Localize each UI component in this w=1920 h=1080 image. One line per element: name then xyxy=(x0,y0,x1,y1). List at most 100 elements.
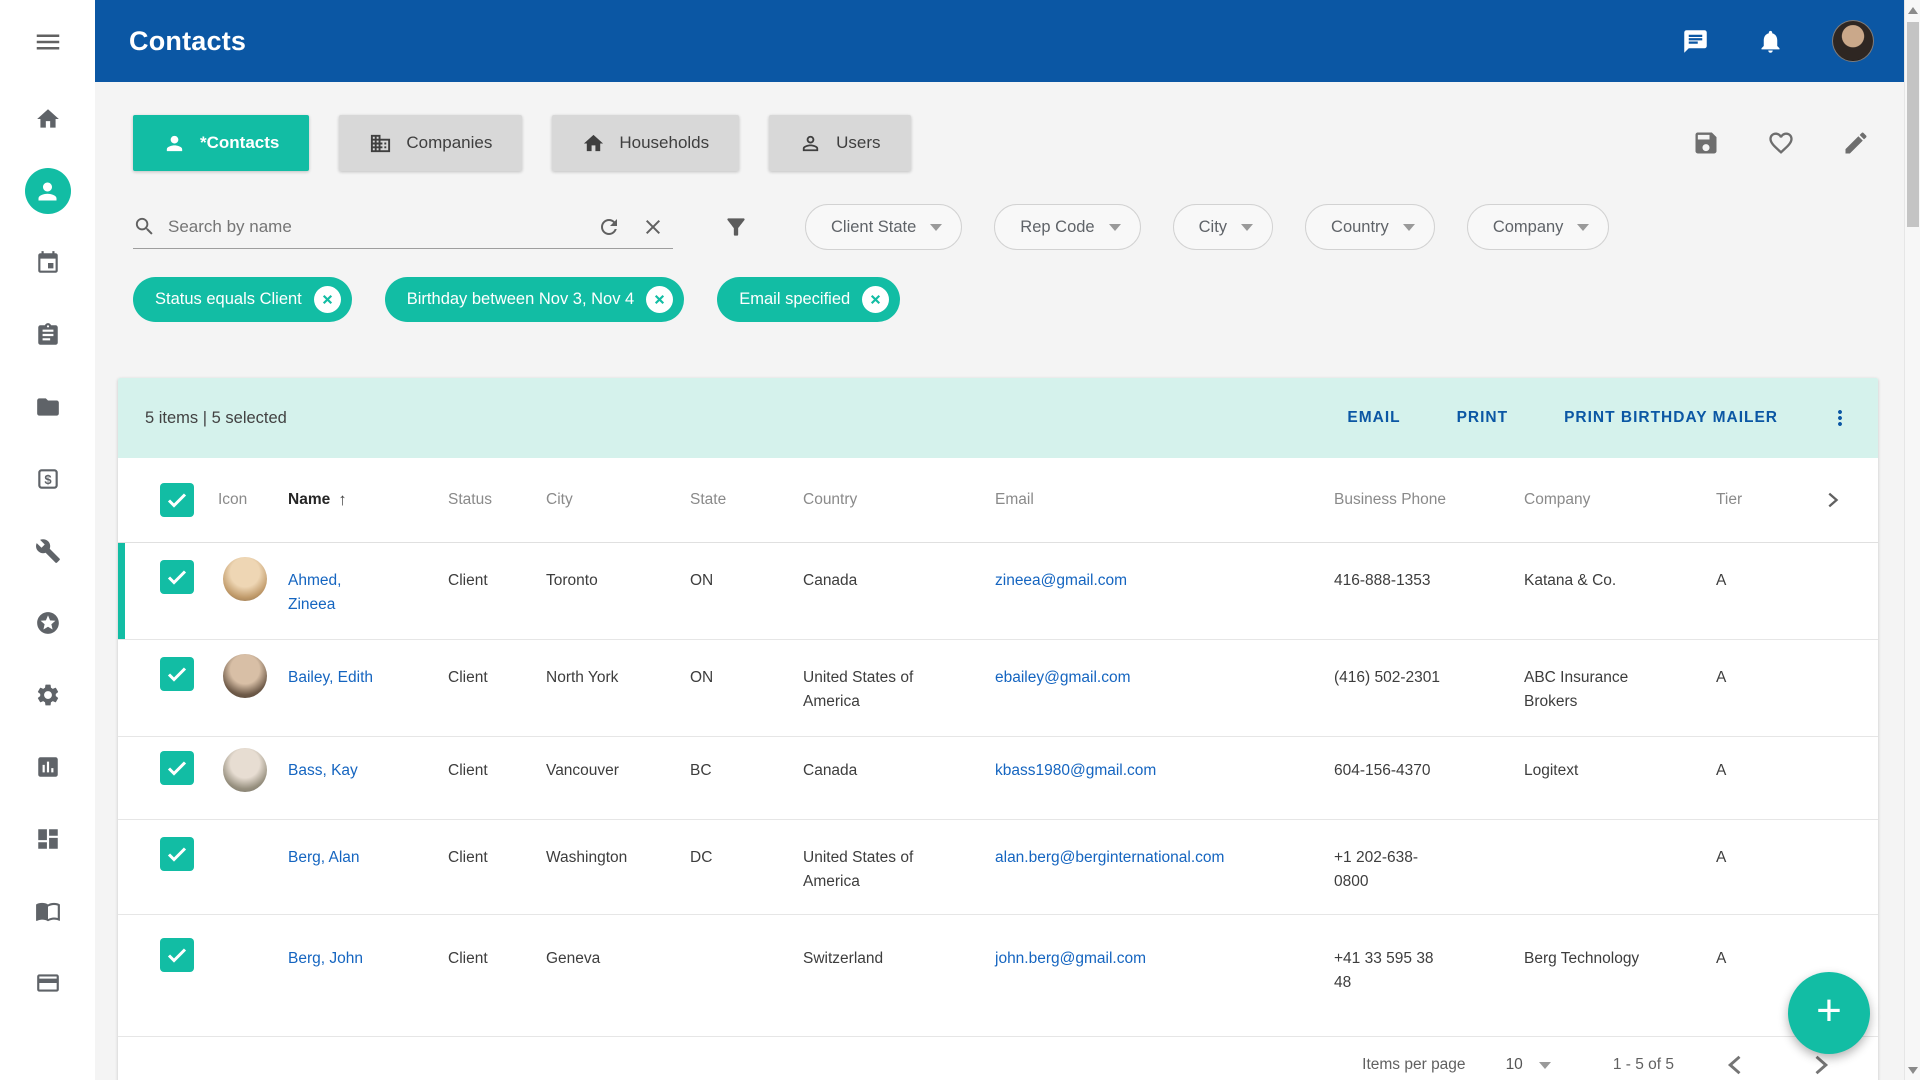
next-page-icon[interactable] xyxy=(1806,1051,1834,1079)
view-toolbar xyxy=(1692,129,1870,157)
hamburger-menu-icon[interactable] xyxy=(0,22,95,62)
card-icon[interactable] xyxy=(35,970,61,996)
dropdown-client-state[interactable]: Client State xyxy=(805,204,963,250)
dropdown-company[interactable]: Company xyxy=(1466,204,1610,250)
cell-state xyxy=(680,915,793,967)
refresh-icon[interactable] xyxy=(597,215,621,239)
column-header-city[interactable]: City xyxy=(546,491,573,508)
contact-name-link[interactable]: Bass, Kay xyxy=(288,762,358,779)
cell-status: Client xyxy=(448,762,488,779)
column-header-state[interactable]: State xyxy=(690,491,727,508)
book-icon[interactable] xyxy=(35,898,61,924)
column-header-tier[interactable]: Tier xyxy=(1716,491,1743,508)
contact-email-link[interactable]: zineea@gmail.com xyxy=(995,572,1128,589)
tab-companies-label: Companies xyxy=(406,133,493,152)
clear-search-icon[interactable] xyxy=(641,215,665,239)
dollar-icon[interactable]: $ xyxy=(35,466,61,492)
calendar-icon[interactable] xyxy=(35,250,61,276)
column-header-icon[interactable]: Icon xyxy=(218,491,248,508)
window-scrollbar[interactable] xyxy=(1904,0,1920,1080)
row-checkbox[interactable] xyxy=(160,751,194,785)
previous-page-icon[interactable] xyxy=(1722,1051,1750,1079)
print-birthday-mailer-button[interactable]: PRINT BIRTHDAY MAILER xyxy=(1564,409,1778,426)
dashboard-grid-icon[interactable] xyxy=(35,826,61,852)
bar-chart-icon[interactable] xyxy=(35,754,61,780)
row-checkbox[interactable] xyxy=(160,657,194,691)
row-checkbox[interactable] xyxy=(160,560,194,594)
cell-country: United States of America xyxy=(803,849,914,890)
contact-avatar[interactable] xyxy=(223,557,267,601)
house-icon xyxy=(584,134,604,151)
email-action-button[interactable]: EMAIL xyxy=(1347,409,1401,426)
column-header-status[interactable]: Status xyxy=(448,491,492,508)
edit-pencil-icon[interactable] xyxy=(1842,129,1870,157)
column-header-name[interactable]: Name ↑ xyxy=(288,490,347,509)
cell-status: Client xyxy=(448,950,488,967)
tab-companies[interactable]: Companies xyxy=(339,115,523,171)
save-icon[interactable] xyxy=(1692,129,1720,157)
column-header-email[interactable]: Email xyxy=(995,491,1034,508)
more-actions-kebab-icon[interactable] xyxy=(1828,406,1852,430)
table-row[interactable]: Bass, Kay Client Vancouver BC Canada kba… xyxy=(118,737,1878,820)
contact-avatar[interactable] xyxy=(223,834,267,878)
column-header-company[interactable]: Company xyxy=(1524,491,1591,508)
cell-country: Canada xyxy=(803,572,858,589)
more-columns-chevron-icon[interactable] xyxy=(1821,489,1843,511)
contact-avatar[interactable] xyxy=(223,748,267,792)
star-circle-icon[interactable] xyxy=(35,610,61,636)
appbar-actions xyxy=(1682,20,1874,62)
column-header-business-phone[interactable]: Business Phone xyxy=(1334,491,1447,508)
dropdown-country[interactable]: Country xyxy=(1305,204,1435,250)
tab-households[interactable]: Households xyxy=(552,115,740,171)
contact-name-link[interactable]: Ahmed, Zineea xyxy=(288,572,342,613)
dropdown-rep-code[interactable]: Rep Code xyxy=(994,204,1141,250)
contact-email-link[interactable]: alan.berg@berginternational.com xyxy=(995,849,1225,866)
contact-email-link[interactable]: kbass1980@gmail.com xyxy=(995,762,1157,779)
contact-name-link[interactable]: Berg, Alan xyxy=(288,849,360,866)
contact-name-link[interactable]: Berg, John xyxy=(288,950,363,967)
folder-icon[interactable] xyxy=(35,394,61,420)
chat-icon[interactable] xyxy=(1682,28,1709,55)
row-checkbox[interactable] xyxy=(160,938,194,972)
user-avatar[interactable] xyxy=(1832,20,1874,62)
remove-chip-icon[interactable] xyxy=(313,286,341,313)
row-checkbox[interactable] xyxy=(160,837,194,871)
tab-users[interactable]: Users xyxy=(769,115,911,171)
scrollbar-thumb[interactable] xyxy=(1907,22,1919,227)
clipboard-icon[interactable] xyxy=(35,322,61,348)
select-all-checkbox[interactable] xyxy=(160,483,194,517)
person-icon xyxy=(166,135,183,151)
wrench-icon[interactable] xyxy=(35,538,61,564)
contact-email-link[interactable]: ebailey@gmail.com xyxy=(995,669,1131,686)
dropdown-city[interactable]: City xyxy=(1172,204,1274,250)
contact-avatar[interactable] xyxy=(223,654,267,698)
notifications-bell-icon[interactable] xyxy=(1757,28,1784,55)
print-action-button[interactable]: PRINT xyxy=(1456,409,1509,426)
contact-name-link[interactable]: Bailey, Edith xyxy=(288,669,374,686)
contacts-person-icon[interactable] xyxy=(24,168,71,214)
cell-business-phone: +1 202-638-0800 xyxy=(1334,849,1419,890)
remove-chip-icon[interactable] xyxy=(862,286,890,313)
contact-email-link[interactable]: john.berg@gmail.com xyxy=(995,950,1146,967)
search-input[interactable] xyxy=(168,216,585,237)
tab-users-label: Users xyxy=(836,133,881,152)
filter-funnel-icon[interactable] xyxy=(723,214,749,240)
tab-households-label: Households xyxy=(619,133,710,152)
table-row[interactable]: Berg, John Client Geneva Switzerland joh… xyxy=(118,915,1878,1037)
favorite-heart-icon[interactable] xyxy=(1767,129,1795,157)
add-contact-fab[interactable]: + xyxy=(1788,972,1870,1054)
gear-icon[interactable] xyxy=(35,682,61,708)
table-row[interactable]: Ahmed, Zineea Client Toronto ON Canada z… xyxy=(118,543,1878,640)
table-pagination: Items per page 10 1 - 5 of 5 xyxy=(118,1037,1878,1080)
contact-avatar[interactable] xyxy=(223,935,267,979)
remove-chip-icon[interactable] xyxy=(646,286,674,313)
table-row[interactable]: Berg, Alan Client Washington DC United S… xyxy=(118,820,1878,915)
table-row[interactable]: Bailey, Edith Client North York ON Unite… xyxy=(118,640,1878,737)
column-header-country[interactable]: Country xyxy=(803,491,858,508)
page-size-select[interactable]: 10 xyxy=(1506,1056,1551,1074)
home-icon[interactable] xyxy=(35,106,61,132)
scroll-down-arrow-icon[interactable] xyxy=(1905,1062,1920,1078)
scroll-up-arrow-icon[interactable] xyxy=(1905,2,1920,18)
tab-contacts[interactable]: *Contacts xyxy=(133,115,310,171)
